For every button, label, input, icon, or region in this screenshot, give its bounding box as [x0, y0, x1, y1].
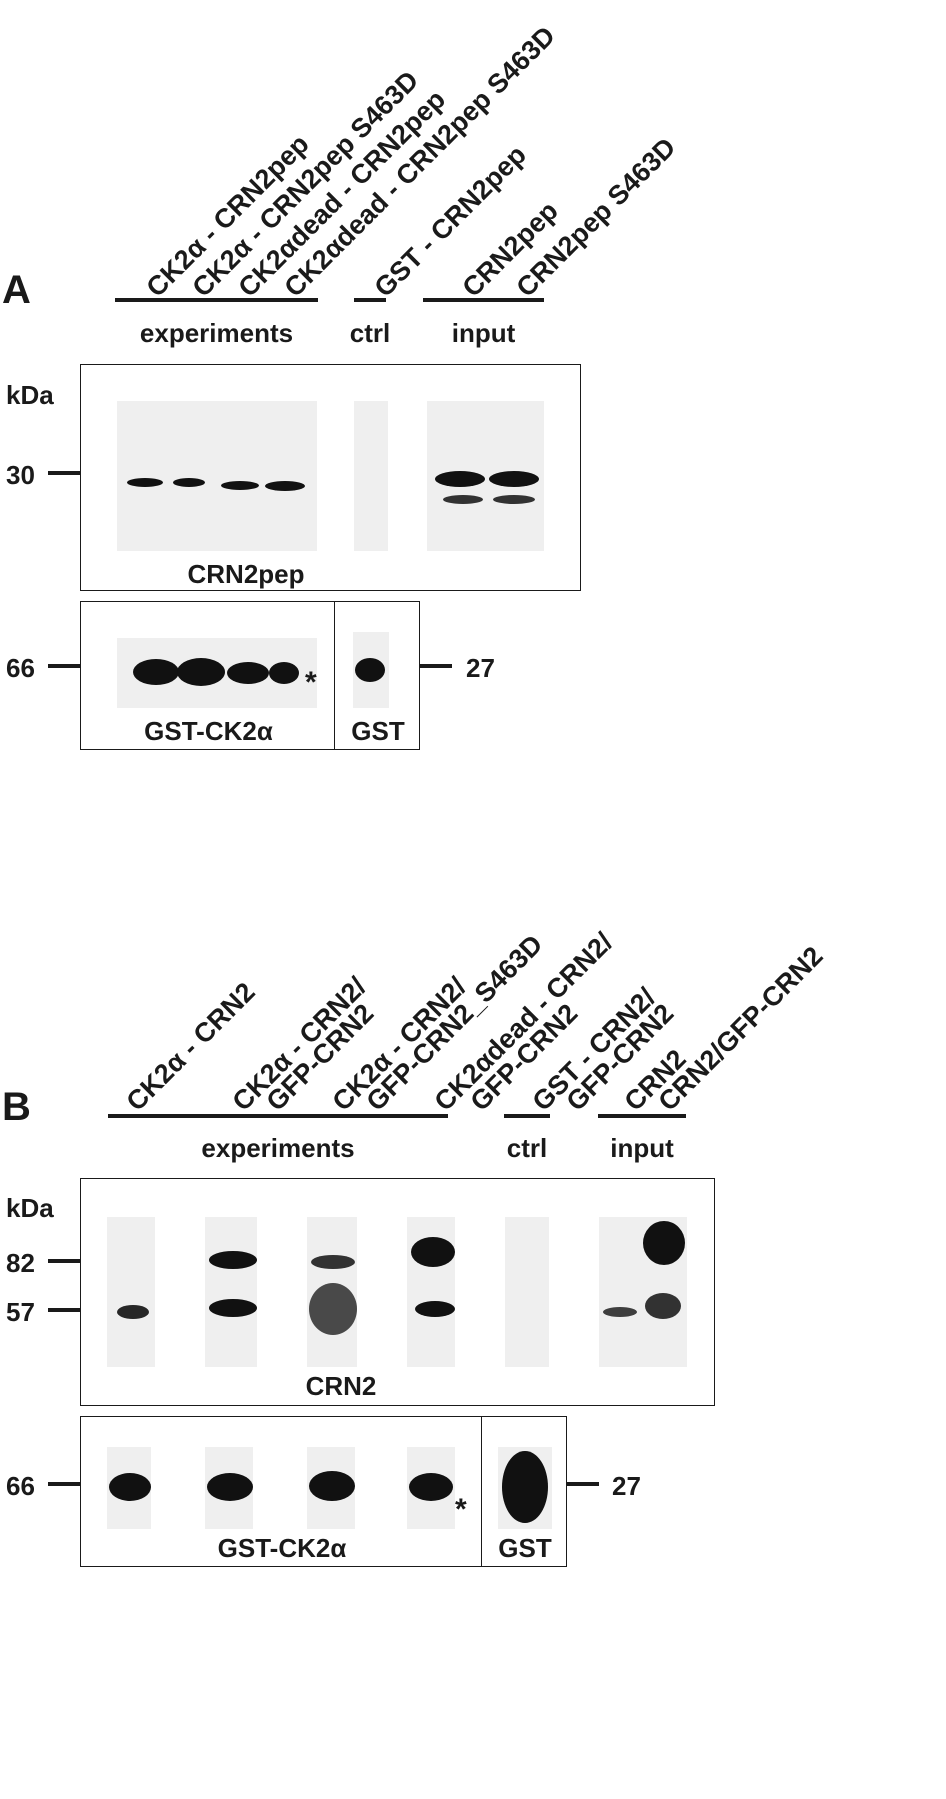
blot-label-gst: GST [498, 1533, 552, 1563]
blot-strip [205, 1217, 257, 1367]
band [502, 1451, 548, 1523]
panel-b-letter: B [2, 1085, 31, 1129]
group-label-input: input [610, 1133, 674, 1163]
group-line-experiments [115, 298, 318, 302]
panel-a-letter: A [2, 268, 31, 312]
mw-tick-27 [420, 664, 452, 668]
band [645, 1293, 681, 1319]
band [133, 659, 179, 685]
blot-a-gst: GST [334, 601, 420, 750]
band [493, 495, 535, 504]
band [489, 471, 539, 487]
mw-tick-66 [48, 1482, 80, 1486]
band [311, 1255, 355, 1269]
band [265, 481, 305, 491]
band [643, 1221, 685, 1265]
band [227, 662, 269, 684]
kda-label: kDa [6, 380, 54, 410]
blot-strip-experiments [117, 401, 317, 551]
band [117, 1305, 149, 1319]
mw-marker-66: 66 [6, 1471, 35, 1501]
group-line-input [423, 298, 544, 302]
band [309, 1283, 357, 1335]
band [109, 1473, 151, 1501]
group-label-experiments: experiments [201, 1133, 355, 1163]
group-label-input: input [451, 318, 516, 348]
blot-strip [505, 1217, 549, 1367]
mw-marker-66: 66 [6, 653, 35, 683]
band [411, 1237, 455, 1267]
kda-label: kDa [6, 1193, 54, 1223]
band [173, 478, 205, 487]
band [221, 481, 259, 490]
asterisk: * [305, 666, 317, 699]
band [269, 662, 299, 684]
mw-tick-66 [48, 664, 80, 668]
band [309, 1471, 355, 1501]
mw-marker-82: 82 [6, 1248, 35, 1278]
blot-b-bottom: * GST-CK2α [80, 1416, 482, 1567]
band [603, 1307, 637, 1317]
group-label-experiments: experiments [139, 318, 294, 348]
mw-tick-30 [48, 471, 80, 475]
mw-marker-27: 27 [612, 1471, 641, 1501]
band [127, 478, 163, 487]
blot-a-top: CRN2pep [80, 364, 581, 591]
band [443, 495, 483, 504]
mw-marker-27: 27 [466, 653, 495, 683]
band [207, 1473, 253, 1501]
group-line-ctrl [504, 1114, 550, 1118]
band [209, 1251, 257, 1269]
blot-label-crn2: CRN2 [305, 1371, 377, 1401]
blot-strip-ctrl [354, 401, 388, 551]
asterisk: * [455, 1493, 467, 1526]
blot-label-gst: GST [351, 716, 405, 746]
blot-a-bottom: * GST-CK2α [80, 601, 335, 750]
mw-marker-30: 30 [6, 460, 35, 490]
mw-tick-57 [48, 1308, 80, 1312]
group-line-experiments [108, 1114, 448, 1118]
group-line-ctrl [354, 298, 386, 302]
blot-b-gst: GST [481, 1416, 567, 1567]
blot-b-top: CRN2 [80, 1178, 715, 1406]
blot-label-crn2pep: CRN2pep [187, 559, 305, 589]
band [209, 1299, 257, 1317]
band [409, 1473, 453, 1501]
blot-label-gst-ck2a: GST-CK2α [217, 1533, 347, 1563]
mw-tick-82 [48, 1259, 80, 1263]
blot-strip [107, 1217, 155, 1367]
lane-label: CRN2/GFP-CRN2 [652, 940, 829, 1117]
band [415, 1301, 455, 1317]
group-line-input [598, 1114, 686, 1118]
mw-marker-57: 57 [6, 1297, 35, 1327]
group-label-ctrl: ctrl [349, 318, 391, 348]
mw-tick-27 [567, 1482, 599, 1486]
band [355, 658, 385, 682]
blot-label-gst-ck2a: GST-CK2α [144, 716, 273, 746]
band [177, 658, 225, 686]
band [435, 471, 485, 487]
group-label-ctrl: ctrl [506, 1133, 548, 1163]
